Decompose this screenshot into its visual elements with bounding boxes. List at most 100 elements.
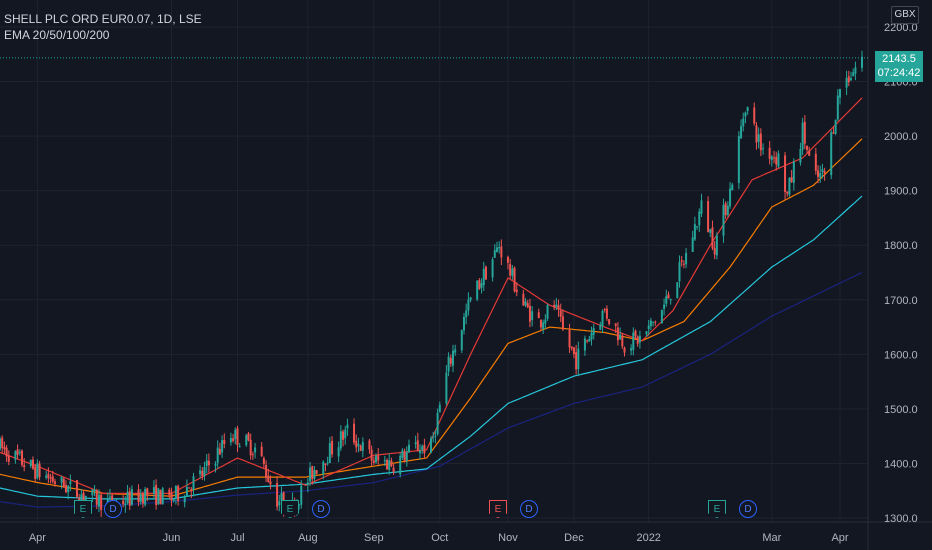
candle-body xyxy=(122,500,125,504)
candle-body xyxy=(436,412,439,435)
earnings-marker[interactable]: E xyxy=(708,500,726,518)
candle-body xyxy=(421,446,424,450)
candle-body xyxy=(509,264,512,276)
candle-body xyxy=(788,177,791,195)
candle-body xyxy=(152,487,155,494)
candle-body xyxy=(652,321,655,323)
candle-body xyxy=(368,440,371,450)
candle-body xyxy=(203,466,206,476)
candle-body xyxy=(713,247,716,255)
candle-body xyxy=(1,437,4,448)
candle-body xyxy=(69,481,72,485)
candle-body xyxy=(568,329,571,348)
candle-body xyxy=(451,350,454,366)
candle-body xyxy=(139,494,142,502)
candle-body xyxy=(388,460,391,470)
candle-body xyxy=(623,347,626,353)
candle-body xyxy=(590,332,593,340)
currency-label[interactable]: GBX xyxy=(891,6,919,24)
candle-body xyxy=(5,447,8,457)
candle-body xyxy=(234,429,237,440)
candle-body xyxy=(632,332,635,350)
dividend-marker[interactable]: D xyxy=(520,500,538,518)
candle-body xyxy=(850,78,853,81)
candle-body xyxy=(254,447,257,453)
dividend-marker[interactable]: D xyxy=(739,500,757,518)
candle-body xyxy=(315,470,318,474)
candle-body xyxy=(561,316,564,330)
candle-body xyxy=(251,454,254,456)
candle-body xyxy=(660,310,663,324)
earnings-marker[interactable]: E xyxy=(74,500,92,518)
candle-body xyxy=(300,485,303,505)
candle-body xyxy=(207,460,210,466)
candle-body xyxy=(484,266,487,280)
candle-body xyxy=(823,170,826,174)
candle-body xyxy=(834,119,837,134)
candle-body xyxy=(724,203,727,216)
candle-body xyxy=(372,460,375,463)
candle-body xyxy=(34,466,37,479)
candle-body xyxy=(553,304,556,308)
x-tick-label: Jun xyxy=(163,532,181,544)
candle-body xyxy=(526,303,529,308)
candle-body xyxy=(605,308,608,319)
candle-body xyxy=(18,452,21,454)
candle-body xyxy=(577,348,580,370)
candle-body xyxy=(159,490,162,505)
candle-body xyxy=(416,440,419,452)
candle-body xyxy=(513,267,516,292)
candle-body xyxy=(737,136,740,183)
candle-body xyxy=(539,319,542,328)
candle-body xyxy=(711,227,714,249)
x-tick-label: Aug xyxy=(298,532,318,544)
candle-body xyxy=(146,488,149,496)
candle-body xyxy=(346,424,349,429)
candle-body xyxy=(729,188,732,207)
ema100-line xyxy=(0,195,863,500)
candle-body xyxy=(746,107,749,111)
candle-body xyxy=(759,133,762,151)
candle-body xyxy=(201,470,204,477)
candle-body xyxy=(361,442,364,451)
dividend-marker[interactable]: D xyxy=(312,500,330,518)
candle-body xyxy=(465,310,468,318)
candle-body xyxy=(53,481,56,484)
candle-body xyxy=(454,349,457,353)
candle-body xyxy=(82,492,85,501)
candle-body xyxy=(269,481,272,485)
earnings-marker[interactable]: E xyxy=(489,500,507,518)
candle-body xyxy=(408,444,411,453)
y-tick-label: 1700.0 xyxy=(884,295,918,307)
candle-body xyxy=(45,475,48,478)
earnings-marker[interactable]: E xyxy=(281,500,299,518)
candle-body xyxy=(500,246,503,258)
y-tick-label: 1400.0 xyxy=(884,458,918,470)
candle-body xyxy=(592,328,595,335)
candle-body xyxy=(447,356,450,372)
candle-body xyxy=(669,298,672,301)
x-tick-label: Mar xyxy=(762,532,781,544)
ema20-line xyxy=(0,97,863,494)
candle-body xyxy=(616,327,619,341)
candle-body xyxy=(29,459,32,466)
candle-body xyxy=(478,280,481,289)
candle-body xyxy=(232,438,235,441)
candle-body xyxy=(678,262,681,282)
candle-body xyxy=(506,256,509,263)
candle-body xyxy=(322,461,325,475)
candle-body xyxy=(852,72,855,77)
dividend-marker[interactable]: D xyxy=(104,500,122,518)
candle-body xyxy=(542,322,545,329)
candle-body xyxy=(267,475,270,483)
candle-body xyxy=(583,338,586,351)
candle-body xyxy=(537,312,540,319)
candle-body xyxy=(559,310,562,317)
candle-body xyxy=(223,439,226,445)
candle-body xyxy=(3,446,6,450)
candle-body xyxy=(528,305,531,322)
candle-body xyxy=(313,470,316,479)
candle-body xyxy=(753,107,756,124)
candle-body xyxy=(715,235,718,256)
